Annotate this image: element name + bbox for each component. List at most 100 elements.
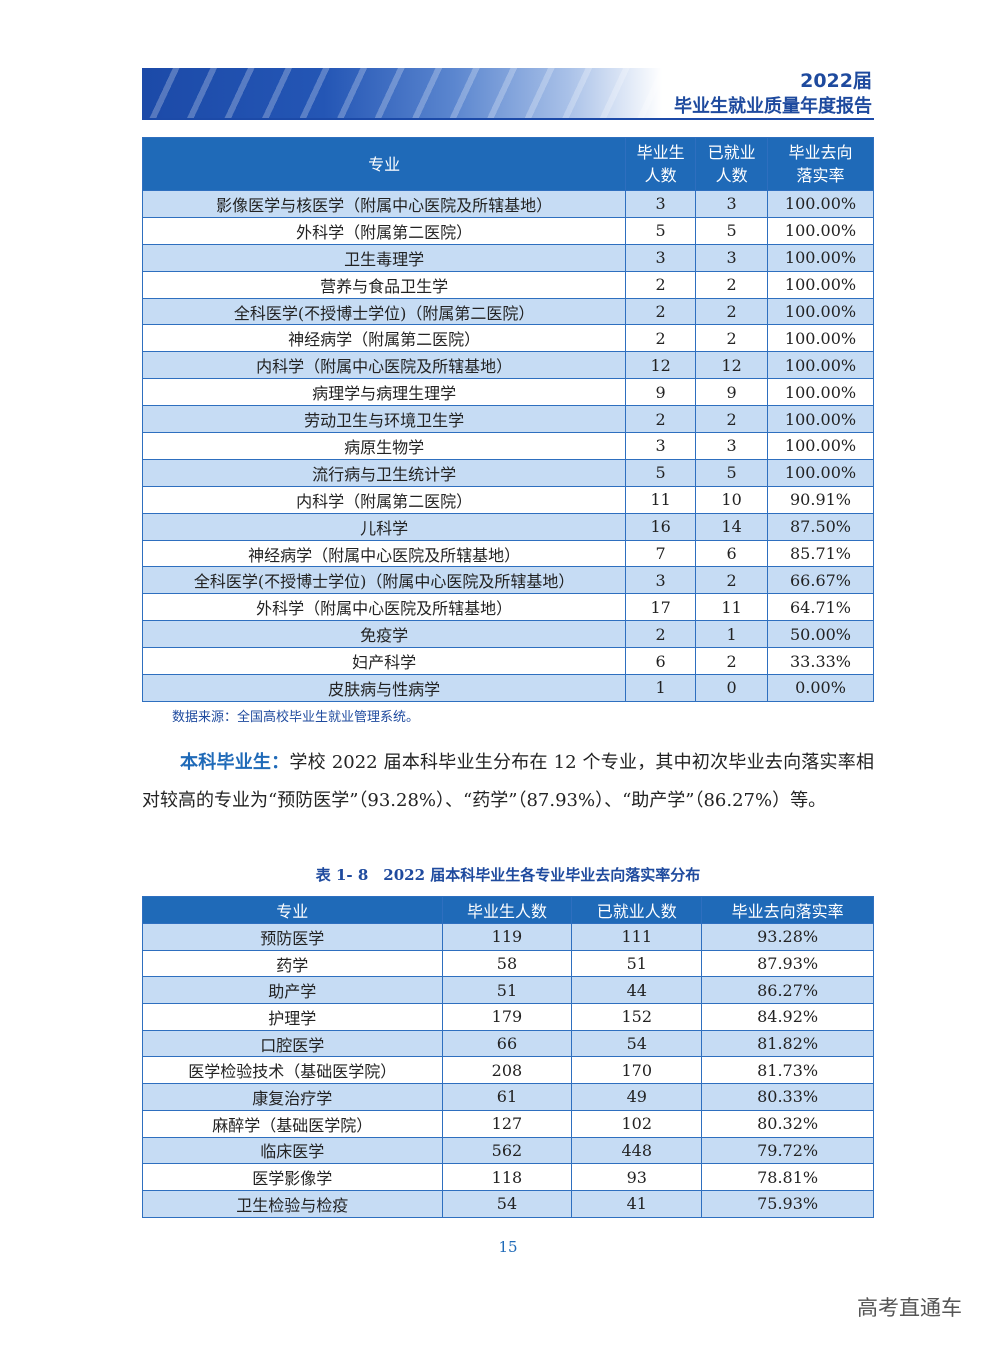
cell-major: 外科学（附属第二医院） — [141, 216, 627, 245]
table-row: 临床医学 562 448 79.72% — [142, 1136, 874, 1165]
cell-major: 医学影像学 — [142, 1163, 443, 1191]
table-row: 口腔医学 66 54 81.82% — [142, 1029, 874, 1058]
cell-graduates: 5 — [625, 458, 697, 487]
cell-graduates: 17 — [625, 593, 697, 622]
table-row: 病原生物学 3 3 100.00% — [141, 432, 874, 460]
table-row: 预防医学 119 111 93.28% — [142, 923, 874, 951]
cell-employed: 0 — [695, 674, 769, 702]
cell-major: 皮肤病与性病学 — [141, 674, 627, 702]
cell-major: 全科医学(不授博士学位)（附属第二医院） — [141, 297, 627, 326]
table-row: 神经病学（附属中心医院及所辖基地） 7 6 85.71% — [141, 539, 874, 568]
data-source-note: 数据来源：全国高校毕业生就业管理系统。 — [172, 710, 420, 725]
cell-major: 神经病学（附属第二医院） — [141, 324, 627, 353]
cell-major: 外科学（附属中心医院及所辖基地） — [141, 593, 627, 622]
cell-employed: 6 — [695, 539, 769, 568]
table-row: 营养与食品卫生学 2 2 100.00% — [141, 270, 874, 299]
cell-graduates: 66 — [441, 1029, 573, 1058]
cell-graduates: 6 — [625, 647, 697, 676]
cell-employed: 3 — [695, 190, 769, 218]
cell-graduates: 12 — [625, 351, 697, 380]
table-row: 护理学 179 152 84.92% — [142, 1003, 874, 1031]
cell-rate: 0.00% — [767, 674, 874, 702]
cell-rate: 86.27% — [701, 976, 874, 1005]
cell-graduates: 51 — [441, 976, 573, 1005]
cell-employed: 11 — [695, 593, 769, 622]
report-header: 2022届 毕业生就业质量年度报告 — [674, 68, 872, 120]
cell-major: 儿科学 — [141, 512, 627, 541]
col-header-rate: 毕业去向落实率 — [767, 137, 874, 191]
col-header-employed: 已就业人数 — [695, 137, 769, 191]
cell-graduates: 127 — [441, 1109, 573, 1138]
table-row: 医学影像学 118 93 78.81% — [142, 1163, 874, 1191]
table-row: 麻醉学（基础医学院） 127 102 80.32% — [142, 1109, 874, 1138]
cell-rate: 75.93% — [701, 1189, 874, 1218]
cell-graduates: 1 — [625, 674, 697, 702]
cell-major: 营养与食品卫生学 — [141, 270, 627, 299]
cell-graduates: 3 — [625, 190, 697, 218]
cell-major: 口腔医学 — [142, 1029, 443, 1058]
report-subtitle: 毕业生就业质量年度报告 — [674, 96, 872, 117]
cell-graduates: 5 — [625, 216, 697, 245]
cell-employed: 10 — [695, 485, 769, 514]
table-row: 外科学（附属中心医院及所辖基地） 17 11 64.71% — [141, 593, 874, 622]
cell-graduates: 61 — [441, 1083, 573, 1111]
cell-graduates: 2 — [625, 620, 697, 649]
cell-rate: 93.28% — [701, 923, 874, 951]
table-row: 全科医学(不授博士学位)（附属第二医院） 2 2 100.00% — [141, 297, 874, 326]
cell-employed: 2 — [695, 324, 769, 353]
table-row: 内科学（附属第二医院） 11 10 90.91% — [141, 485, 874, 514]
cell-graduates: 3 — [625, 432, 697, 460]
paragraph-lead: 本科毕业生： — [180, 752, 290, 773]
cell-rate: 100.00% — [767, 324, 874, 353]
cell-major: 病原生物学 — [141, 432, 627, 460]
cell-rate: 33.33% — [767, 647, 874, 676]
cell-employed: 2 — [695, 566, 769, 595]
table-row: 免疫学 2 1 50.00% — [141, 620, 874, 649]
table-header-row: 专业 毕业生人数 已就业人数 毕业去向落实率 — [142, 896, 874, 924]
cell-graduates: 7 — [625, 539, 697, 568]
cell-rate: 79.72% — [701, 1136, 874, 1165]
cell-major: 麻醉学（基础医学院） — [142, 1109, 443, 1138]
cell-rate: 100.00% — [767, 405, 874, 434]
cell-major: 卫生检验与检疫 — [142, 1189, 443, 1218]
cell-rate: 87.93% — [701, 949, 874, 978]
cell-graduates: 11 — [625, 485, 697, 514]
cell-rate: 78.81% — [701, 1163, 874, 1191]
cell-rate: 50.00% — [767, 620, 874, 649]
cell-rate: 100.00% — [767, 270, 874, 299]
table-row: 外科学（附属第二医院） 5 5 100.00% — [141, 216, 874, 245]
cell-employed: 152 — [571, 1003, 703, 1031]
cell-major: 助产学 — [142, 976, 443, 1005]
cell-employed: 5 — [695, 458, 769, 487]
cell-employed: 1 — [695, 620, 769, 649]
cell-employed: 93 — [571, 1163, 703, 1191]
cell-employed: 14 — [695, 512, 769, 541]
table-row: 助产学 51 44 86.27% — [142, 976, 874, 1005]
cell-graduates: 119 — [441, 923, 573, 951]
cell-rate: 100.00% — [767, 243, 874, 272]
table2-body: 预防医学 119 111 93.28% 药学 58 51 87.93% 助产学 51 44 86.27… — [142, 923, 874, 1218]
table-row: 皮肤病与性病学 1 0 0.00% — [141, 674, 874, 702]
cell-employed: 111 — [571, 923, 703, 951]
cell-employed: 170 — [571, 1056, 703, 1085]
table-row: 医学检验技术（基础医学院） 208 170 81.73% — [142, 1056, 874, 1085]
cell-employed: 3 — [695, 243, 769, 272]
table-row: 卫生毒理学 3 3 100.00% — [141, 243, 874, 272]
cell-rate: 100.00% — [767, 432, 874, 460]
graduate-major-table: 专业 毕业生人数 已就业人数 毕业去向落实率 影像医学与核医学（附属中心医院及所… — [141, 137, 874, 702]
cell-major: 劳动卫生与环境卫生学 — [141, 405, 627, 434]
table-caption: 表 1- 8 2022 届本科毕业生各专业毕业去向落实率分布 — [315, 866, 701, 884]
table-row: 儿科学 16 14 87.50% — [141, 512, 874, 541]
cell-rate: 100.00% — [767, 297, 874, 326]
col-header-rate: 毕业去向落实率 — [701, 896, 874, 924]
cell-rate: 100.00% — [767, 190, 874, 218]
cell-graduates: 562 — [441, 1136, 573, 1165]
cell-rate: 100.00% — [767, 216, 874, 245]
cell-major: 康复治疗学 — [142, 1083, 443, 1111]
report-year: 2022届 — [800, 70, 872, 92]
cell-employed: 54 — [571, 1029, 703, 1058]
cell-employed: 41 — [571, 1189, 703, 1218]
cell-major: 内科学（附属第二医院） — [141, 485, 627, 514]
cell-major: 卫生毒理学 — [141, 243, 627, 272]
cell-graduates: 179 — [441, 1003, 573, 1031]
